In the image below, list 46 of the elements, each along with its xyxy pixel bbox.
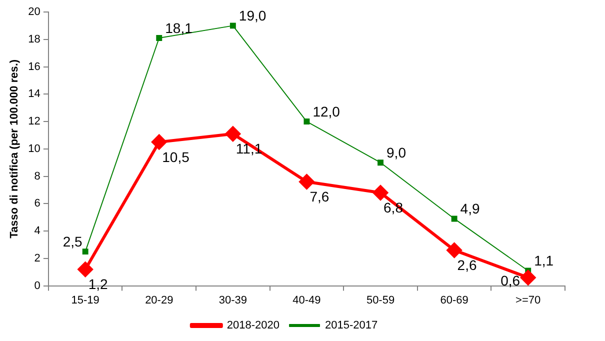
- data-label: 0,6: [500, 272, 520, 288]
- data-label: 2,5: [62, 233, 83, 250]
- point: [230, 22, 236, 29]
- y-tick-label: 10: [28, 142, 40, 155]
- point: [82, 248, 88, 255]
- point: [299, 174, 314, 190]
- point: [78, 262, 93, 277]
- data-label: 12,0: [312, 103, 340, 120]
- data-label: 2,6: [457, 257, 477, 274]
- x-tick-label: 50-59: [366, 294, 395, 306]
- x-tick-label: >=70: [516, 294, 541, 306]
- y-tick-label: 16: [28, 60, 40, 73]
- y-tick-label: 2: [34, 252, 40, 264]
- data-label: 10,5: [162, 148, 190, 165]
- data-label: 1,2: [88, 276, 108, 292]
- x-tick-label: 20-29: [145, 294, 174, 306]
- y-axis-title: Tasso di notifica (per 100.000 res.): [8, 59, 21, 238]
- data-label: 18,1: [165, 20, 193, 36]
- y-tick-label: 12: [28, 116, 40, 128]
- data-label: 1,1: [534, 252, 554, 269]
- data-label: 9,0: [386, 144, 406, 160]
- point: [304, 118, 310, 124]
- x-tick-label: 60-69: [440, 294, 468, 306]
- legend-label: 2018-2020: [226, 320, 280, 332]
- point: [446, 242, 462, 258]
- y-tick-label: 20: [28, 6, 40, 18]
- y-tick-label: 0: [34, 280, 40, 292]
- x-tick-label: 40-49: [292, 294, 321, 306]
- point: [451, 216, 458, 222]
- point: [373, 185, 388, 200]
- x-tick-label: 15-19: [71, 294, 100, 306]
- point: [225, 126, 240, 142]
- data-label: 7,6: [310, 188, 330, 205]
- y-tick-label: 14: [28, 88, 40, 100]
- point: [378, 160, 384, 166]
- data-label: 4,9: [460, 200, 480, 217]
- point: [520, 270, 536, 286]
- point: [156, 35, 162, 41]
- y-tick-label: 18: [28, 33, 40, 46]
- point: [152, 134, 167, 150]
- y-tick-label: 4: [34, 225, 40, 238]
- y-tick-label: 6: [34, 198, 40, 210]
- y-tick-label: 8: [34, 170, 40, 182]
- x-tick-label: 30-39: [218, 294, 247, 306]
- data-label: 19,0: [238, 8, 266, 24]
- legend-label: 2015-2017: [325, 320, 378, 332]
